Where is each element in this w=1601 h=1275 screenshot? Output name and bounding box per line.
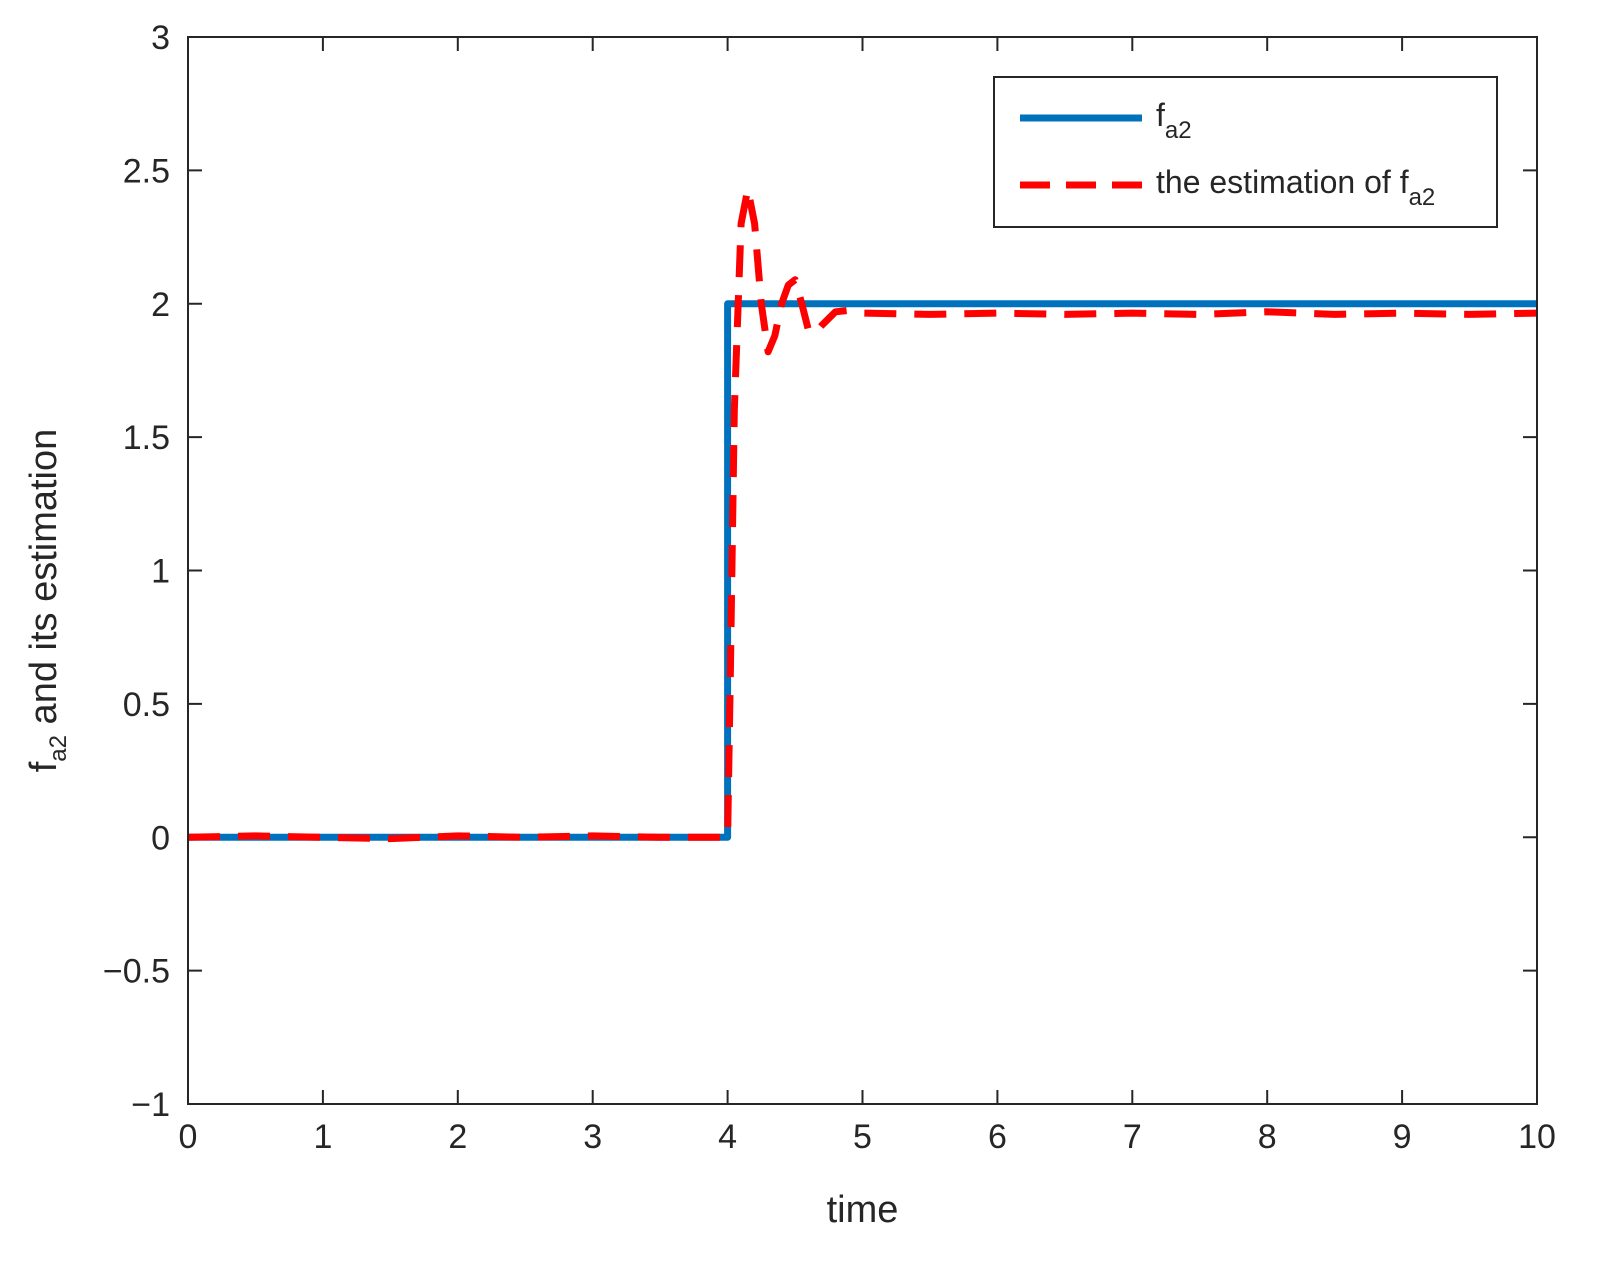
y-tick-label: 1 [151,553,170,591]
legend-label-estimation-subscript: a2 [1409,184,1436,211]
y-tick-label: 1.5 [123,419,170,457]
legend-label-f-a2-symbol: f [1156,97,1165,133]
legend-label-f-a2-subscript: a2 [1165,117,1192,144]
y-tick-label: 3 [151,19,170,57]
y-tick-label: 2.5 [123,152,170,190]
series-line-0 [188,300,1537,841]
axes-frame [187,36,1538,1105]
x-tick-label: 0 [179,1118,198,1156]
y-tick-label: −0.5 [103,953,170,991]
x-tick-label: 7 [1123,1118,1142,1156]
legend-label-f-a2: fa2 [1156,97,1192,144]
x-tick-label: 10 [1518,1118,1556,1156]
legend: fa2 the estimation of fa2 [993,76,1498,228]
x-axis: 0 1 2 3 4 5 6 7 8 9 10 [179,37,1556,1156]
y-tick-label: 0.5 [123,686,170,724]
x-tick-label: 1 [313,1118,332,1156]
y-axis: −1 −0.5 0 0.5 1 1.5 2 2.5 3 [103,19,1537,1124]
x-tick-label: 6 [988,1118,1007,1156]
y-axis-label-subscript: a2 [45,735,72,762]
x-tick-label: 2 [448,1118,467,1156]
legend-label-estimation: the estimation of fa2 [1156,164,1435,211]
y-tick-label: 0 [151,819,170,857]
x-tick-label: 3 [583,1118,602,1156]
x-tick-label: 9 [1393,1118,1412,1156]
y-tick-label: 2 [151,286,170,324]
x-tick-label: 8 [1258,1118,1277,1156]
series-layer [187,185,1538,843]
legend-box [993,76,1498,228]
legend-label-estimation-text: the estimation of f [1156,164,1409,200]
x-axis-label: time [827,1189,899,1231]
x-tick-label: 5 [853,1118,872,1156]
y-axis-label-rest: and its estimation [23,429,65,735]
y-tick-label: −1 [131,1086,170,1124]
y-axis-label-symbol: f [23,761,65,772]
x-tick-label: 4 [718,1118,737,1156]
y-axis-label: fa2 and its estimation [23,429,72,773]
series-line-1 [187,185,1538,843]
